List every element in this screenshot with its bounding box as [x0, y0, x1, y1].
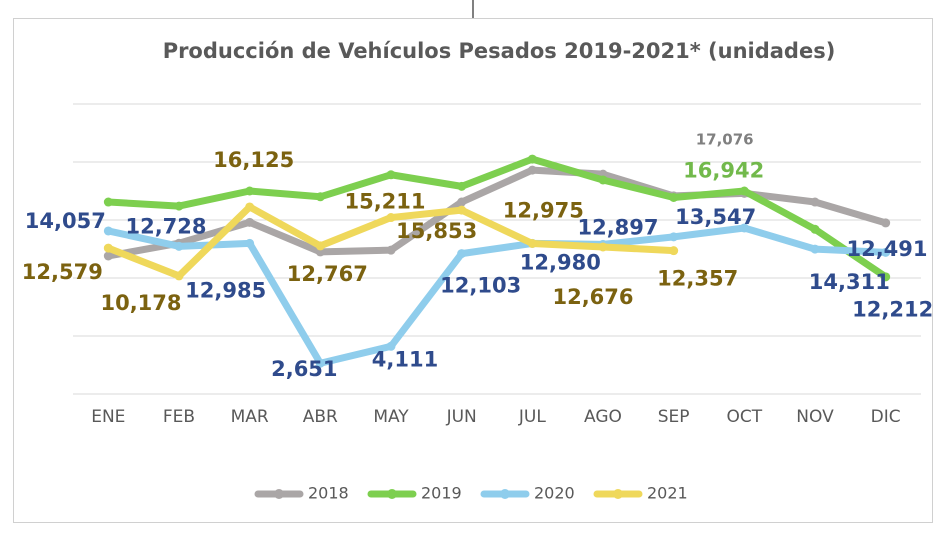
point	[669, 192, 679, 202]
point	[739, 186, 749, 196]
point	[669, 232, 679, 242]
x-tick-label: FEB	[163, 407, 195, 427]
x-tick-label: NOV	[796, 407, 834, 427]
point	[457, 181, 467, 191]
data-label: 14,311	[809, 270, 890, 294]
point	[881, 247, 891, 257]
point	[386, 245, 396, 255]
legend-label: 2019	[421, 484, 462, 503]
data-label: 13,547	[675, 205, 756, 229]
data-label: 17,076	[696, 130, 754, 148]
point	[457, 249, 467, 259]
point	[174, 201, 184, 211]
point	[174, 241, 184, 251]
x-tick-label: MAR	[231, 407, 269, 427]
legend-marker	[613, 489, 623, 499]
frame	[13, 18, 933, 523]
data-label: 12,212	[852, 297, 933, 321]
legend-label: 2021	[647, 484, 688, 503]
x-tick-label: ABR	[303, 407, 338, 427]
point	[457, 197, 467, 207]
point	[739, 223, 749, 233]
point	[103, 251, 113, 261]
data-label: 12,357	[657, 267, 738, 291]
point	[245, 217, 255, 227]
point	[598, 175, 608, 185]
x-tick-label: SEP	[658, 407, 690, 427]
point	[245, 186, 255, 196]
point	[527, 238, 537, 248]
data-label: 12,897	[577, 215, 658, 239]
point	[669, 246, 679, 256]
point	[245, 238, 255, 248]
data-label: 12,980	[520, 250, 601, 274]
point	[527, 154, 537, 164]
data-label: 16,125	[213, 148, 294, 172]
data-label: 4,111	[372, 347, 438, 371]
legend-label: 2018	[308, 484, 349, 503]
x-tick-label: ENE	[91, 407, 125, 427]
point	[810, 244, 820, 254]
point	[386, 213, 396, 223]
legend-label: 2020	[534, 484, 575, 503]
x-tick-label: JUL	[518, 407, 546, 427]
legend-marker	[500, 489, 510, 499]
data-label: 12,985	[185, 278, 266, 302]
point	[103, 243, 113, 253]
point	[810, 197, 820, 207]
data-label: 12,767	[287, 262, 368, 286]
data-label: 12,975	[503, 198, 584, 222]
series-line	[104, 224, 890, 367]
point	[103, 226, 113, 236]
data-label: 12,676	[552, 285, 633, 309]
point	[174, 271, 184, 281]
point	[881, 272, 891, 282]
data-label: 12,491	[846, 237, 927, 261]
data-label: 15,853	[396, 219, 477, 243]
data-label: 15,211	[344, 190, 425, 214]
data-label: 12,103	[440, 274, 521, 298]
data-label: 10,178	[100, 291, 181, 315]
x-tick-label: JUN	[446, 407, 477, 427]
data-label: 16,942	[683, 158, 764, 182]
point	[386, 341, 396, 351]
data-label: 2,651	[271, 357, 337, 381]
x-tick-label: MAY	[373, 407, 409, 427]
series-line	[104, 155, 890, 281]
data-label: 14,057	[25, 209, 106, 233]
point	[457, 205, 467, 215]
point	[315, 192, 325, 202]
legend-marker	[274, 489, 284, 499]
point	[386, 170, 396, 180]
point	[103, 197, 113, 207]
x-tick-label: DIC	[871, 407, 901, 427]
point	[245, 202, 255, 212]
point	[881, 218, 891, 228]
x-tick-label: OCT	[727, 407, 763, 427]
point	[315, 358, 325, 368]
point	[315, 241, 325, 251]
data-label: 12,579	[22, 260, 103, 284]
point	[598, 242, 608, 252]
chart-title: Producción de Vehículos Pesados 2019-202…	[163, 39, 836, 63]
point	[527, 165, 537, 175]
x-tick-label: AGO	[584, 407, 622, 427]
point	[810, 224, 820, 234]
data-label: 12,728	[125, 214, 206, 238]
legend-marker	[387, 489, 397, 499]
